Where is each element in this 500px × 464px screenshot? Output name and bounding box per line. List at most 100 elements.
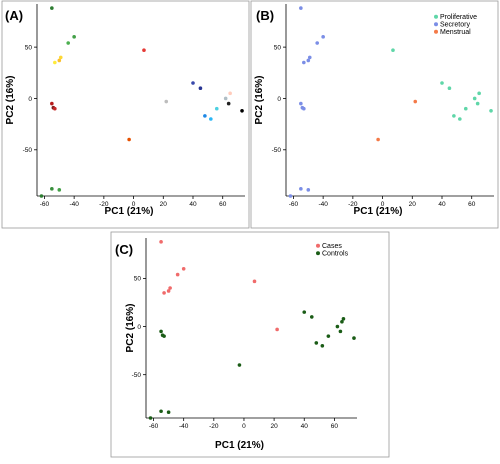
x-tick-label: 60 (468, 201, 476, 208)
legend-label: Proliferative (440, 14, 477, 21)
panel-a-frame (1, 0, 250, 229)
x-axis-title: PC1 (21%) (354, 206, 403, 217)
data-point (209, 117, 213, 121)
y-tick-label: -50 (272, 147, 282, 154)
y-tick-label: -50 (132, 372, 142, 379)
x-tick-label: -60 (40, 201, 50, 208)
data-point-controls (326, 334, 331, 338)
data-point-cases (175, 272, 180, 277)
x-tick-label: -60 (289, 201, 299, 208)
data-point-controls (335, 324, 340, 329)
data-point-cases (166, 289, 171, 293)
data-point-secretory (299, 101, 303, 106)
x-tick-label: 40 (301, 423, 309, 430)
x-tick-label: -40 (69, 201, 79, 208)
data-point-secretory (321, 35, 325, 39)
data-point (142, 48, 146, 53)
data-point (164, 99, 169, 104)
data-point-secretory (307, 55, 312, 60)
data-point (240, 108, 244, 113)
data-point-secretory (299, 6, 303, 10)
x-tick-label: 0 (381, 201, 385, 208)
data-point-proliferative (475, 101, 480, 106)
data-point-controls (320, 344, 325, 348)
data-point-secretory (306, 188, 311, 192)
y-tick-label: 0 (277, 96, 281, 103)
data-point (53, 60, 57, 65)
data-point-proliferative (391, 48, 395, 53)
data-point-menstrual (376, 137, 380, 142)
y-tick-label: 50 (134, 276, 142, 283)
data-point (50, 101, 54, 106)
data-point-cases (162, 291, 166, 295)
data-point (214, 106, 219, 111)
panel-a: (A) -60 -40 -20 0 20 40 60 50 0 -50 PC1 (21%) PC2 (1… (5, 4, 245, 217)
x-tick-label: 20 (409, 201, 417, 208)
data-point-controls (302, 310, 307, 314)
data-point-cases (159, 240, 163, 244)
panel-label: (B) (256, 8, 274, 23)
data-point-controls (341, 317, 346, 321)
panel-label: (A) (5, 8, 23, 23)
x-tick-label: 60 (331, 423, 339, 430)
x-tick-label: -40 (179, 423, 189, 430)
x-tick-label: -60 (149, 423, 159, 430)
data-point-proliferative (440, 81, 444, 85)
data-point (57, 58, 62, 63)
x-tick-label: -20 (99, 201, 109, 208)
data-point-proliferative (489, 108, 493, 113)
data-point (191, 81, 195, 85)
data-point-controls (166, 410, 171, 415)
data-point-secretory (315, 41, 320, 45)
x-tick-label: 20 (160, 201, 168, 208)
y-tick-label: 50 (25, 44, 33, 51)
y-tick-label: -50 (23, 147, 33, 154)
legend-marker-secretory (434, 22, 438, 27)
data-point (50, 187, 54, 191)
data-point-controls (338, 329, 343, 334)
data-point-proliferative (458, 117, 462, 121)
panel-c-frame (110, 231, 390, 458)
data-point (223, 96, 228, 101)
data-point-controls (159, 329, 163, 334)
data-point-controls (352, 336, 356, 340)
y-axis-title: PC2 (16%) (5, 76, 16, 125)
x-tick-label: -20 (209, 423, 219, 430)
data-point (39, 194, 44, 198)
y-tick-label: 0 (137, 324, 141, 331)
x-tick-label: 0 (132, 201, 136, 208)
x-axis-title: PC1 (21%) (105, 206, 154, 217)
y-axis-title: PC2 (16%) (254, 76, 265, 125)
panel-c: (C) -60 -40 -20 0 20 40 60 50 0 -50 PC1 (21%) PC2 (1… (115, 238, 357, 451)
legend-marker-menstrual (434, 29, 438, 34)
x-tick-label: -20 (348, 201, 358, 208)
x-tick-label: 40 (438, 201, 446, 208)
data-point-controls (309, 315, 314, 319)
data-point (66, 41, 70, 45)
data-point (127, 137, 131, 142)
x-tick-label: 20 (270, 423, 278, 430)
data-point (50, 6, 54, 10)
data-point-controls (162, 334, 166, 338)
data-point-proliferative (447, 86, 452, 90)
y-axis-title: PC2 (16%) (125, 304, 136, 353)
data-point-menstrual (413, 99, 418, 104)
data-point-proliferative (463, 106, 468, 111)
data-point-proliferative (452, 114, 456, 118)
x-tick-label: 40 (189, 201, 197, 208)
legend-label: Cases (322, 243, 342, 250)
data-point-controls (148, 416, 153, 420)
panel-label: (C) (115, 242, 133, 257)
plots-layer: (A) -60 -40 -20 0 20 40 60 50 0 -50 PC1 (21%) PC2 (1… (5, 4, 494, 451)
panel-b-frame (250, 0, 499, 229)
data-point-secretory (302, 106, 306, 111)
data-point (57, 188, 62, 192)
data-point (58, 55, 63, 60)
legend-label: Menstrual (440, 29, 471, 36)
data-point-secretory (288, 194, 293, 198)
y-tick-label: 0 (28, 96, 32, 103)
data-point-controls (237, 363, 242, 367)
data-point-secretory (306, 58, 311, 63)
